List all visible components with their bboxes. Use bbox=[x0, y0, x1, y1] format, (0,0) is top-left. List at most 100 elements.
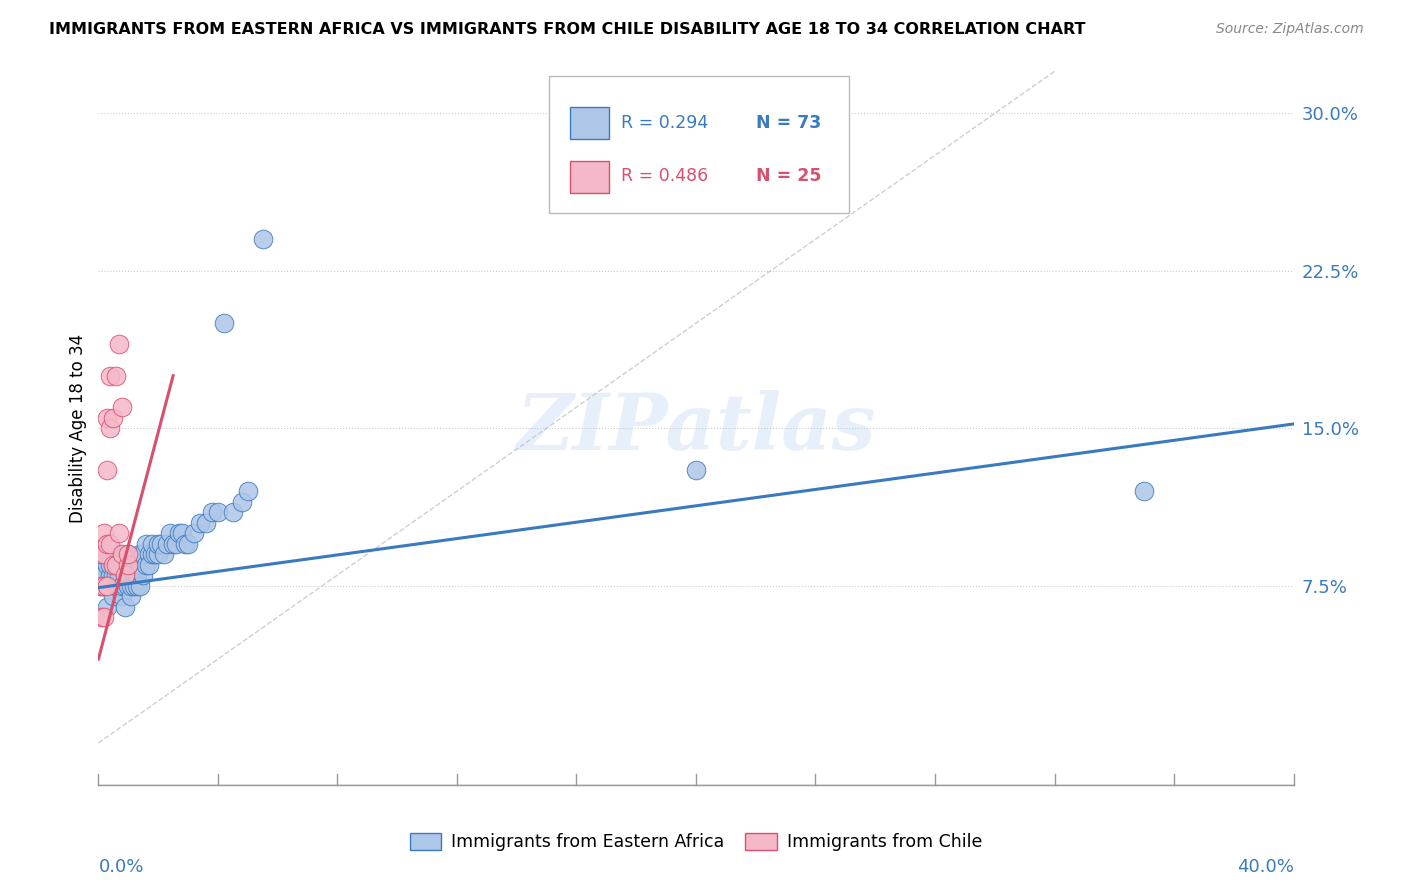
Point bbox=[132, 568, 155, 582]
Point bbox=[236, 484, 259, 499]
Point bbox=[103, 568, 125, 582]
Point bbox=[103, 558, 125, 572]
Point bbox=[114, 568, 136, 582]
Point bbox=[105, 578, 128, 592]
Point bbox=[93, 610, 115, 624]
Point bbox=[90, 547, 112, 561]
Point bbox=[98, 547, 122, 561]
Point bbox=[117, 547, 139, 561]
Point bbox=[141, 547, 163, 561]
Point bbox=[93, 547, 115, 561]
Point bbox=[103, 558, 125, 572]
Point bbox=[156, 536, 179, 550]
Point bbox=[103, 410, 125, 425]
Y-axis label: Disability Age 18 to 34: Disability Age 18 to 34 bbox=[69, 334, 87, 523]
Point bbox=[148, 536, 170, 550]
Point bbox=[129, 578, 152, 592]
Point bbox=[98, 421, 122, 435]
Point bbox=[195, 516, 218, 530]
Point bbox=[96, 463, 118, 477]
Point bbox=[685, 463, 707, 477]
Point bbox=[114, 599, 136, 614]
Point bbox=[93, 568, 115, 582]
Point bbox=[165, 536, 187, 550]
Text: 40.0%: 40.0% bbox=[1237, 858, 1294, 877]
Text: IMMIGRANTS FROM EASTERN AFRICA VS IMMIGRANTS FROM CHILE DISABILITY AGE 18 TO 34 : IMMIGRANTS FROM EASTERN AFRICA VS IMMIGR… bbox=[49, 22, 1085, 37]
Text: N = 73: N = 73 bbox=[756, 114, 821, 132]
Point bbox=[90, 558, 112, 572]
Point bbox=[120, 589, 142, 603]
Point bbox=[108, 526, 131, 541]
Point bbox=[103, 589, 125, 603]
Point bbox=[90, 578, 112, 592]
Point bbox=[108, 547, 131, 561]
Point bbox=[111, 558, 134, 572]
Text: R = 0.294: R = 0.294 bbox=[620, 114, 709, 132]
Point bbox=[138, 558, 160, 572]
Point bbox=[98, 558, 122, 572]
Point bbox=[124, 578, 146, 592]
FancyBboxPatch shape bbox=[548, 77, 849, 212]
Point bbox=[117, 547, 139, 561]
Text: N = 25: N = 25 bbox=[756, 168, 821, 186]
Point bbox=[231, 494, 253, 508]
Point bbox=[90, 578, 112, 592]
Point bbox=[135, 558, 157, 572]
Point bbox=[105, 568, 128, 582]
Point bbox=[90, 610, 112, 624]
Text: Source: ZipAtlas.com: Source: ZipAtlas.com bbox=[1216, 22, 1364, 37]
Point bbox=[252, 232, 274, 246]
Point bbox=[108, 337, 131, 351]
Point bbox=[98, 568, 122, 582]
Point bbox=[105, 558, 128, 572]
Point bbox=[117, 558, 139, 572]
Point bbox=[172, 526, 194, 541]
Point bbox=[177, 536, 200, 550]
Point bbox=[124, 568, 146, 582]
Legend: Immigrants from Eastern Africa, Immigrants from Chile: Immigrants from Eastern Africa, Immigran… bbox=[402, 826, 990, 858]
Point bbox=[96, 599, 118, 614]
Point bbox=[141, 536, 163, 550]
Point bbox=[183, 526, 205, 541]
Point bbox=[212, 316, 235, 330]
Point bbox=[148, 547, 170, 561]
Point bbox=[111, 400, 134, 414]
Text: R = 0.486: R = 0.486 bbox=[620, 168, 709, 186]
Point bbox=[98, 368, 122, 383]
Point bbox=[98, 536, 122, 550]
Point bbox=[93, 526, 115, 541]
Point bbox=[127, 578, 149, 592]
Point bbox=[105, 558, 128, 572]
Point bbox=[150, 536, 173, 550]
Bar bbox=[571, 161, 609, 193]
Point bbox=[105, 368, 128, 383]
Point bbox=[96, 536, 118, 550]
Point bbox=[129, 547, 152, 561]
Point bbox=[114, 578, 136, 592]
Point bbox=[111, 578, 134, 592]
Point bbox=[93, 578, 115, 592]
Point bbox=[132, 547, 155, 561]
Point bbox=[98, 578, 122, 592]
Point bbox=[162, 536, 184, 550]
Point bbox=[108, 568, 131, 582]
Point bbox=[96, 578, 118, 592]
Point bbox=[111, 589, 134, 603]
Text: 0.0%: 0.0% bbox=[98, 858, 143, 877]
Point bbox=[114, 568, 136, 582]
Point bbox=[96, 410, 118, 425]
Bar bbox=[571, 107, 609, 139]
Point bbox=[117, 578, 139, 592]
Point bbox=[153, 547, 176, 561]
Point bbox=[159, 526, 181, 541]
Point bbox=[117, 568, 139, 582]
Point bbox=[120, 578, 142, 592]
Point bbox=[93, 578, 115, 592]
Point bbox=[138, 547, 160, 561]
Point bbox=[127, 568, 149, 582]
Point bbox=[96, 558, 118, 572]
Point bbox=[174, 536, 197, 550]
Point bbox=[111, 547, 134, 561]
Point bbox=[167, 526, 190, 541]
Point bbox=[188, 516, 211, 530]
